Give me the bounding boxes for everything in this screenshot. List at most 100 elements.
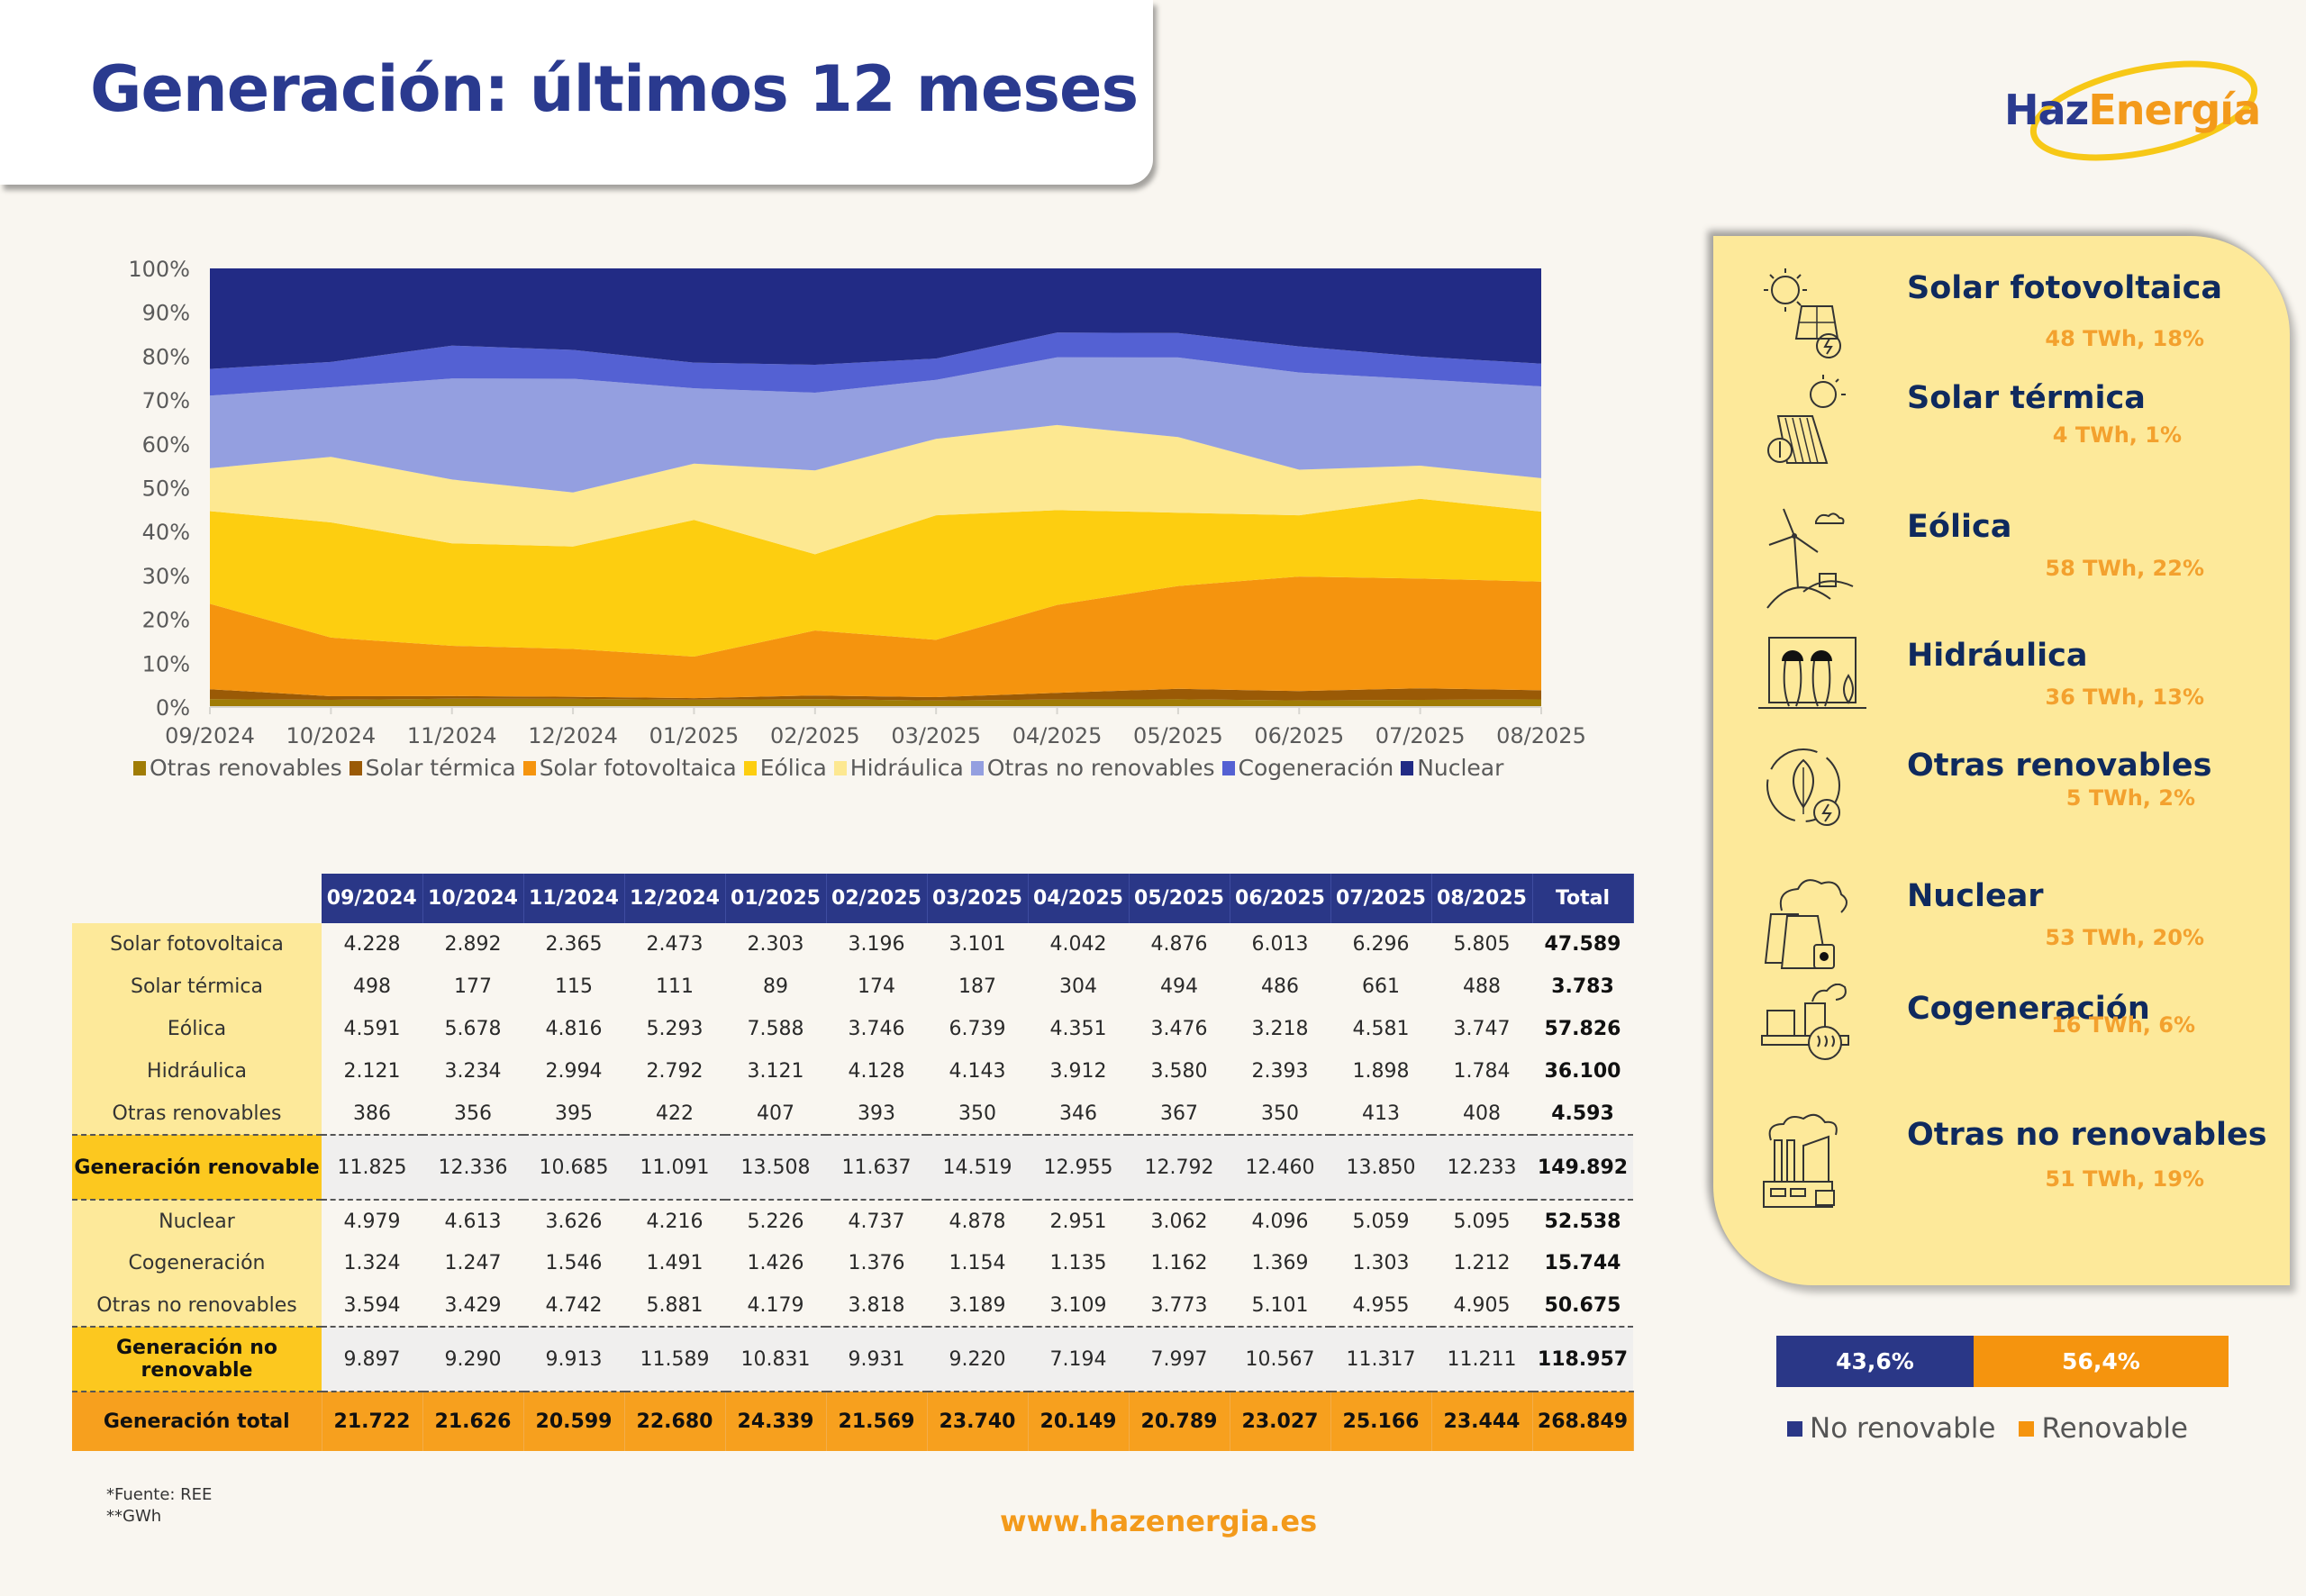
ratio-legend: No renovable Renovable <box>1787 1412 2188 1445</box>
value-cell: 350 <box>958 1102 996 1125</box>
cogeneration-factory-icon <box>1758 983 1857 1083</box>
x-tick-label: 12/2024 <box>528 723 618 748</box>
value-cell: 494 <box>1160 975 1198 998</box>
value-cell: 4.878 <box>949 1210 1006 1233</box>
value-cell: 4.581 <box>1352 1018 1410 1040</box>
value-cell: 4.096 <box>1251 1210 1309 1233</box>
row-label: Generación no renovable <box>72 1326 322 1392</box>
column-header-month: 01/2025 <box>725 874 827 923</box>
value-cell: 4.876 <box>1150 933 1208 956</box>
value-cell: 1.135 <box>1049 1252 1107 1274</box>
value-cell: 488 <box>1463 975 1501 998</box>
value-cell: 1.784 <box>1453 1060 1511 1083</box>
legend-swatch <box>522 760 536 775</box>
x-tick-label: 09/2024 <box>165 723 255 748</box>
legend-item: Cogeneración <box>1221 755 1394 781</box>
value-cell: 11.317 <box>1330 1326 1431 1392</box>
value-cell: 2.121 <box>343 1060 401 1083</box>
value-cell: 5.293 <box>646 1018 704 1040</box>
value-cell: 3.062 <box>1150 1210 1208 1233</box>
units-note: **GWh <box>106 1507 162 1526</box>
value-cell: 10.685 <box>523 1134 624 1201</box>
value-cell: 9.931 <box>826 1326 927 1392</box>
value-cell: 407 <box>757 1102 794 1125</box>
value-cell: 24.339 <box>725 1392 827 1451</box>
value-cell: 1.369 <box>1251 1252 1309 1274</box>
value-cell: 6.013 <box>1251 933 1309 956</box>
x-tick-label: 04/2025 <box>1012 723 1103 748</box>
value-cell: 4.128 <box>848 1060 905 1083</box>
value-cell: 661 <box>1362 975 1400 998</box>
total-cell: 47.589 <box>1544 933 1621 956</box>
value-cell: 11.589 <box>624 1326 725 1392</box>
value-cell: 3.429 <box>444 1293 502 1317</box>
value-cell: 12.233 <box>1431 1134 1532 1201</box>
value-cell: 413 <box>1362 1102 1400 1125</box>
table-row: Otras no renovables 3.594 3.429 4.742 5.881 4… <box>72 1284 1633 1327</box>
column-header-month: 09/2024 <box>322 874 423 923</box>
y-tick-label: 70% <box>142 388 190 413</box>
table-row: Hidráulica 2.121 3.234 2.994 2.792 3.121 4.128… <box>72 1050 1633 1093</box>
value-cell: 3.746 <box>848 1018 905 1040</box>
legend-swatch <box>1221 760 1235 775</box>
table-row: Solar fotovoltaica 4.228 2.892 2.365 2.473 2.… <box>72 923 1633 966</box>
legend-label: Nuclear <box>1417 755 1504 781</box>
technology-value: 36 TWh, 13% <box>2045 685 2204 710</box>
legend-label: Otras no renovables <box>986 755 1215 781</box>
value-cell: 367 <box>1160 1102 1198 1125</box>
value-cell: 1.546 <box>545 1252 603 1274</box>
table-row: Solar térmica 498 177 115 111 89 174 187 304 494 4… <box>72 966 1633 1008</box>
value-cell: 13.850 <box>1330 1134 1431 1201</box>
value-cell: 21.626 <box>422 1392 524 1451</box>
renovable-segment: 56,4% <box>1973 1336 2229 1387</box>
value-cell: 4.591 <box>343 1018 401 1040</box>
technology-value: 5 TWh, 2% <box>2065 785 2195 811</box>
value-cell: 3.476 <box>1150 1018 1208 1040</box>
value-cell: 5.095 <box>1453 1210 1511 1233</box>
value-cell: 3.626 <box>545 1210 603 1233</box>
row-label: Cogeneración <box>72 1242 322 1284</box>
legend-item: Otras no renovables <box>970 755 1215 781</box>
total-cell: 36.100 <box>1544 1060 1621 1083</box>
legend-item: Nuclear <box>1401 755 1503 781</box>
value-cell: 486 <box>1261 975 1299 998</box>
solar-panel-icon <box>1758 263 1857 362</box>
value-cell: 5.226 <box>747 1210 804 1233</box>
value-cell: 7.997 <box>1129 1326 1230 1392</box>
renewable-ratio-bar: 43,6% 56,4% <box>1776 1336 2229 1387</box>
value-cell: 4.979 <box>343 1210 401 1233</box>
technology-name: Nuclear <box>1907 878 2044 914</box>
total-cell: 3.783 <box>1551 975 1614 998</box>
technology-name: Eólica <box>1907 509 2012 545</box>
value-cell: 20.599 <box>523 1392 625 1451</box>
value-cell: 1.491 <box>646 1252 704 1274</box>
value-cell: 3.196 <box>848 933 905 956</box>
total-cell: 15.744 <box>1544 1252 1621 1274</box>
website-link[interactable]: www.hazenergia.es <box>1000 1504 1318 1538</box>
value-cell: 4.351 <box>1049 1018 1107 1040</box>
table-row: Eólica 4.591 5.678 4.816 5.293 7.588 3.746 6.73… <box>72 1008 1633 1050</box>
value-cell: 12.955 <box>1028 1134 1129 1201</box>
value-cell: 20.149 <box>1028 1392 1130 1451</box>
value-cell: 3.121 <box>747 1060 804 1083</box>
x-axis: 09/2024 10/2024 11/2024 12/2024 01/2025 02/20… <box>165 706 1586 748</box>
value-cell: 3.818 <box>848 1293 905 1317</box>
value-cell: 1.212 <box>1453 1252 1511 1274</box>
total-cell: 57.826 <box>1544 1018 1621 1040</box>
value-cell: 2.892 <box>444 933 502 956</box>
solar-thermal-icon <box>1758 373 1857 472</box>
y-tick-label: 50% <box>142 476 190 502</box>
value-cell: 9.897 <box>322 1326 422 1392</box>
area-otras-renovables <box>210 698 1541 707</box>
value-cell: 5.678 <box>444 1018 502 1040</box>
column-header-total: Total <box>1532 874 1634 923</box>
value-cell: 3.234 <box>444 1060 502 1083</box>
grand-total-row: Generación total 21.722 21.626 20.599 22.680… <box>72 1392 1634 1451</box>
table-row: Otras renovables 386 356 395 422 407 393 350 346… <box>72 1093 1633 1135</box>
technology-name: Cogeneración <box>1907 991 2150 1027</box>
footnotes: *Fuente: REE **GWh <box>106 1484 212 1528</box>
row-label: Solar térmica <box>72 966 322 1008</box>
legend-swatch <box>970 760 984 775</box>
legend-item: Hidráulica <box>833 755 964 781</box>
value-cell: 3.912 <box>1049 1060 1107 1083</box>
